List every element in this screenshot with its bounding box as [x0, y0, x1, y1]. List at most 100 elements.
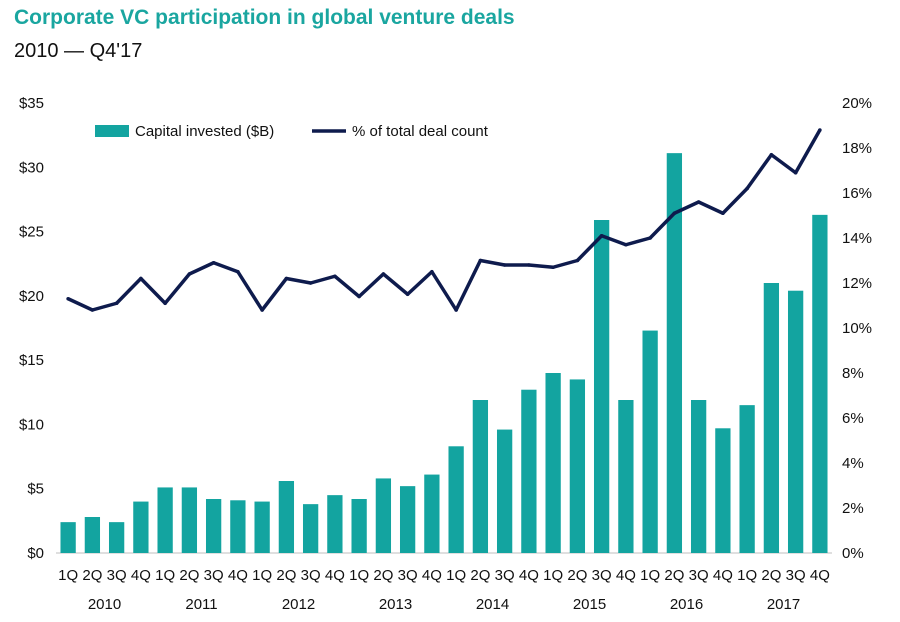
- line-point-deal-share: [211, 260, 216, 265]
- line-point-deal-share: [818, 128, 822, 132]
- x-quarter-label: 1Q: [543, 567, 563, 584]
- x-year-label: 2011: [185, 596, 217, 613]
- bar-capital-invested: [763, 283, 780, 553]
- y-left-tick-label: $15: [19, 352, 44, 369]
- y-left-tick-label: $5: [27, 481, 44, 498]
- x-quarter-label: 4Q: [131, 567, 151, 584]
- x-quarter-label: 4Q: [519, 567, 539, 584]
- bar-capital-invested: [157, 487, 173, 553]
- bar-capital-invested: [424, 474, 440, 553]
- x-year-label: 2016: [670, 596, 703, 613]
- line-point-deal-share: [478, 258, 483, 263]
- line-point-deal-share: [769, 152, 774, 157]
- legend: Capital invested ($B) % of total deal co…: [95, 123, 489, 140]
- x-quarter-label: 2Q: [276, 567, 296, 584]
- x-year-label: 2017: [767, 596, 800, 613]
- bar-capital-invested: [399, 486, 416, 553]
- y-right-tick-label: 0%: [842, 545, 864, 562]
- bar-capital-invested: [254, 501, 270, 553]
- line-point-deal-share: [624, 242, 628, 247]
- y-right-tick-label: 6%: [842, 410, 864, 427]
- bar-capital-invested: [448, 446, 464, 553]
- bar-capital-invested: [812, 214, 828, 554]
- bar-capital-invested: [787, 290, 804, 553]
- line-point-deal-share: [284, 276, 289, 281]
- bar-capital-invested: [666, 153, 683, 553]
- line-point-deal-share: [405, 292, 410, 297]
- bar-capital-invested: [327, 495, 343, 553]
- x-quarter-label: 4Q: [616, 567, 636, 584]
- y-right-tick-label: 20%: [842, 95, 872, 112]
- bar-capital-invested: [84, 517, 101, 553]
- y-right-tick-label: 12%: [842, 275, 872, 292]
- line-point-deal-share: [454, 308, 458, 312]
- y-right-tick-label: 16%: [842, 185, 872, 202]
- line-point-deal-share: [599, 233, 604, 238]
- x-quarter-label: 2Q: [82, 567, 102, 584]
- line-point-deal-share: [236, 269, 240, 274]
- legend-line-label: % of total deal count: [352, 123, 489, 140]
- legend-bar-swatch: [95, 125, 129, 137]
- bar-capital-invested: [108, 522, 125, 553]
- line-point-deal-share: [696, 200, 701, 204]
- bar-capital-invested: [496, 429, 513, 553]
- x-quarter-label: 2Q: [179, 567, 199, 584]
- bar-capital-invested: [351, 499, 367, 553]
- y-left-tick-label: $20: [19, 288, 44, 305]
- y-right-tick-label: 10%: [842, 320, 872, 337]
- bar-capital-invested: [60, 522, 76, 553]
- line-point-deal-share: [527, 263, 531, 267]
- bar-capital-invested: [302, 504, 319, 553]
- line-deal-share: [67, 129, 822, 312]
- bar-capital-invested: [690, 400, 707, 553]
- bar-capital-invested: [739, 405, 755, 553]
- x-quarter-label: 1Q: [737, 567, 757, 584]
- x-quarter-label: 1Q: [640, 567, 660, 584]
- line-point-deal-share: [648, 236, 652, 240]
- line-point-deal-share: [163, 301, 167, 306]
- y-right-tick-label: 2%: [842, 500, 864, 517]
- bar-capital-invested: [133, 501, 149, 553]
- line-point-deal-share: [430, 269, 434, 274]
- x-quarter-label: 2Q: [567, 567, 587, 584]
- bar-capital-invested: [521, 389, 537, 553]
- x-quarter-label: 4Q: [422, 567, 442, 584]
- chart-title: Corporate VC participation in global ven…: [14, 6, 515, 29]
- y-right-tick-label: 8%: [842, 365, 864, 382]
- line-point-deal-share: [551, 265, 555, 270]
- legend-bar-label: Capital invested ($B): [135, 123, 274, 140]
- bar-capital-invested: [375, 478, 392, 553]
- x-quarter-label: 3Q: [107, 567, 127, 584]
- x-quarter-label: 4Q: [228, 567, 248, 584]
- x-quarter-label: 3Q: [495, 567, 515, 584]
- y-right-tick-label: 14%: [842, 230, 872, 247]
- x-quarter-label: 4Q: [713, 567, 733, 584]
- y-left-tick-label: $25: [19, 224, 44, 241]
- bar-capital-invested: [230, 500, 246, 553]
- line-point-deal-share: [381, 272, 386, 276]
- line-point-deal-share: [66, 296, 70, 301]
- x-quarter-label: 4Q: [325, 567, 345, 584]
- x-quarter-label: 3Q: [592, 567, 612, 584]
- x-quarter-label: 3Q: [204, 567, 224, 584]
- x-year-label: 2013: [379, 596, 412, 613]
- x-quarter-label: 4Q: [810, 567, 830, 584]
- y-right-tick-label: 18%: [842, 140, 872, 157]
- line-point-deal-share: [333, 274, 337, 279]
- x-year-label: 2014: [476, 596, 509, 613]
- bar-capital-invested: [642, 330, 658, 553]
- x-quarter-label: 3Q: [301, 567, 321, 584]
- line-point-deal-share: [260, 308, 264, 312]
- line-point-deal-share: [502, 263, 507, 267]
- line-point-deal-share: [793, 170, 798, 175]
- line-point-deal-share: [672, 211, 677, 216]
- x-quarter-label: 2Q: [761, 567, 781, 584]
- x-year-label: 2010: [88, 596, 121, 613]
- bar-capital-invested: [618, 400, 634, 553]
- bar-capital-invested: [593, 220, 610, 553]
- chart-subtitle: 2010 — Q4'17: [14, 40, 143, 62]
- x-quarter-label: 1Q: [446, 567, 466, 584]
- y-left-tick-label: $10: [19, 416, 44, 433]
- line-point-deal-share: [90, 308, 95, 312]
- line-point-deal-share: [721, 211, 725, 216]
